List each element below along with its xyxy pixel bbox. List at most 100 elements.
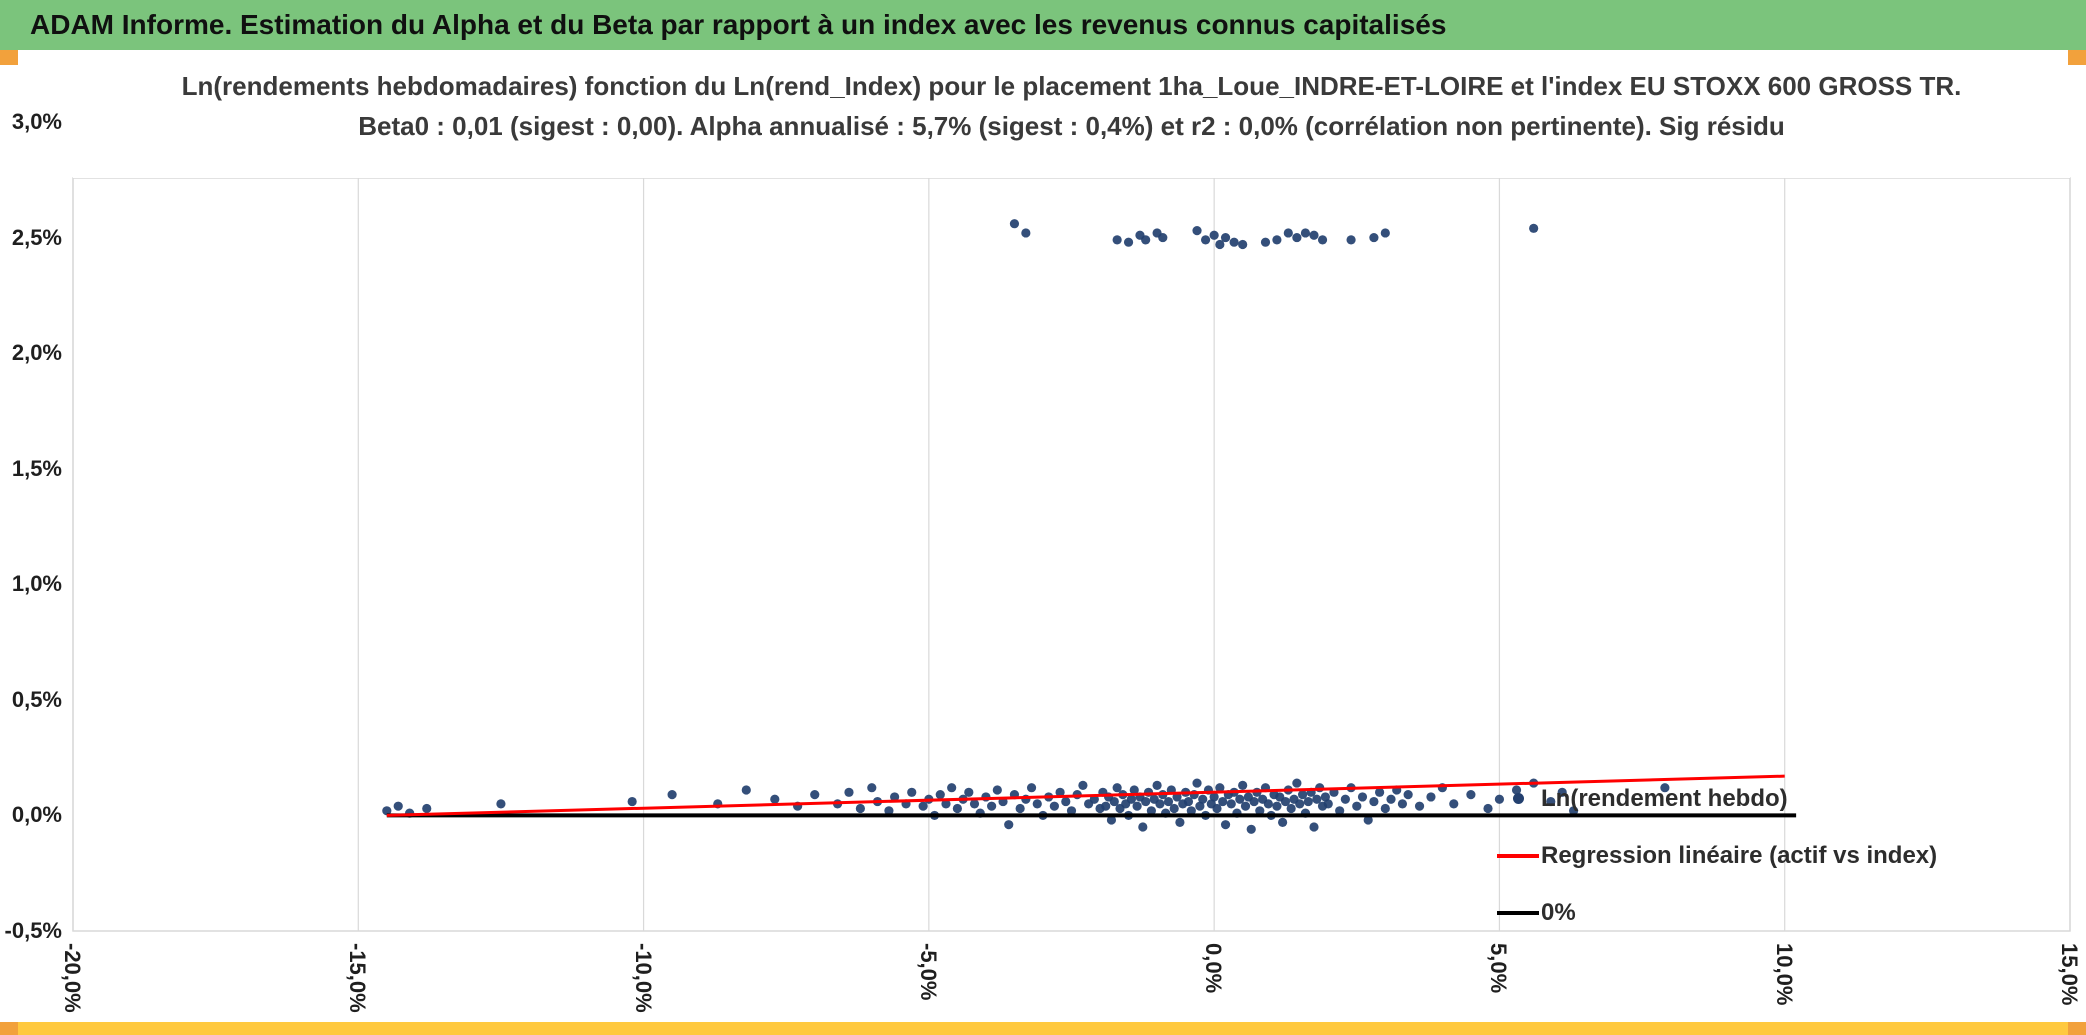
scatter-point	[1146, 806, 1156, 816]
scatter-point	[770, 794, 780, 804]
scatter-point	[1078, 780, 1088, 790]
scatter-point	[1209, 230, 1219, 240]
scatter-point	[1215, 783, 1225, 793]
scatter-point	[1260, 237, 1271, 247]
scatter-point	[1283, 228, 1293, 238]
scatter-point	[1126, 794, 1137, 804]
scatter-point	[1255, 806, 1265, 816]
scatter-point	[627, 796, 637, 807]
scatter-point	[1280, 796, 1291, 807]
scatter-point	[1357, 792, 1368, 802]
y-tick-label: 3,0%	[11, 109, 62, 134]
y-tick-label: 0,0%	[11, 802, 62, 828]
scatter-point	[1278, 817, 1288, 827]
scatter-point	[992, 785, 1002, 795]
scatter-point	[496, 799, 506, 809]
scatter-point	[1112, 235, 1122, 245]
chart-legend: Ln(rendement hebdo) Regression linéaire …	[1495, 770, 1937, 941]
legend-marker-box	[1495, 853, 1541, 858]
scatter-point	[1320, 792, 1331, 802]
x-tick-label: -10,0%	[630, 943, 656, 1013]
scatter-point	[1192, 226, 1202, 236]
legend-item-scatter: Ln(rendement hebdo)	[1495, 770, 1937, 827]
scatter-point	[1449, 799, 1459, 809]
scatter-point	[1238, 780, 1248, 790]
regression-line	[386, 774, 1785, 817]
scatter-point	[1272, 801, 1282, 811]
scatter-point	[1483, 803, 1493, 814]
scatter-point	[907, 787, 917, 797]
scatter-point	[952, 803, 962, 814]
legend-marker-1	[1497, 853, 1539, 858]
scatter-point	[1109, 796, 1119, 807]
scatter-point	[1183, 796, 1194, 807]
scatter-point	[1212, 803, 1222, 814]
scatter-point	[1272, 235, 1282, 245]
scatter-point	[1529, 223, 1539, 233]
scatter-point	[1249, 796, 1259, 807]
chart-title-block: Ln(rendements hebdomadaires) fonction du…	[73, 56, 2070, 178]
scatter-point	[884, 806, 894, 816]
scatter-point	[1200, 235, 1211, 245]
chart-canvas	[72, 177, 2071, 932]
x-tick-label: 5,0%	[1486, 943, 1512, 994]
scatter-point	[1397, 799, 1408, 809]
y-tick-label: 0,5%	[11, 686, 62, 712]
scatter-point	[1246, 824, 1256, 834]
scatter-point	[935, 790, 945, 800]
legend-item-regression: Regression linéaire (actif vs index)	[1495, 827, 1937, 884]
scatter-point	[890, 792, 900, 802]
scatter-point	[1123, 237, 1134, 247]
accent-square-bottom-right	[2068, 1022, 2086, 1035]
scatter-point	[1466, 790, 1476, 800]
scatter-point	[1309, 230, 1319, 240]
accent-square-bottom-left	[0, 1022, 18, 1035]
scatter-point	[1009, 219, 1020, 229]
x-tick-label: -20,0%	[60, 943, 85, 1013]
scatter-point	[1004, 820, 1014, 830]
scatter-point	[1317, 235, 1328, 245]
report-header: ADAM Informe. Estimation du Alpha et du …	[0, 0, 2086, 50]
scatter-point	[1660, 783, 1670, 793]
scatter-point	[810, 790, 820, 800]
legend-label-regression: Regression linéaire (actif vs index)	[1541, 841, 1938, 869]
scatter-point	[1235, 794, 1245, 804]
scatter-point	[1557, 787, 1567, 797]
scatter-point	[964, 787, 974, 797]
scatter-point	[1169, 803, 1179, 814]
scatter-point	[1323, 799, 1333, 809]
scatter-point	[1369, 796, 1379, 807]
scatter-point	[1569, 806, 1579, 816]
scatter-point	[741, 785, 751, 795]
y-tick-label: 2,5%	[11, 224, 62, 250]
scatter-point	[1158, 232, 1168, 243]
scatter-point	[1297, 790, 1308, 800]
scatter-point	[1303, 796, 1313, 807]
x-tick-label: 0,0%	[1201, 943, 1227, 994]
legend-item-zero: 0%	[1495, 884, 1937, 941]
scatter-point	[1295, 799, 1305, 809]
scatter-point	[987, 801, 997, 811]
scatter-point	[1209, 792, 1219, 802]
scatter-point	[1426, 792, 1436, 802]
scatter-point	[1511, 785, 1522, 795]
scatter-point	[1292, 232, 1302, 243]
scatter-point	[867, 783, 877, 793]
scatter-point	[1141, 235, 1151, 245]
scatter-point	[947, 783, 957, 793]
scatter-point	[1292, 778, 1302, 788]
scatter-point	[667, 790, 677, 800]
legend-marker-0	[1512, 793, 1524, 804]
accent-square-top-left	[0, 50, 18, 65]
scatter-point	[1546, 796, 1556, 807]
scatter-point	[844, 787, 854, 797]
report-title: ADAM Informe. Estimation du Alpha et du …	[30, 9, 1447, 40]
scatter-point	[1061, 796, 1071, 807]
scatter-point	[1369, 232, 1379, 243]
legend-label-scatter: Ln(rendement hebdo)	[1541, 784, 1788, 812]
scatter-point	[1186, 806, 1196, 816]
scatter-point	[1300, 228, 1311, 238]
accent-square-top-right	[2068, 50, 2086, 65]
x-tick-label: -5,0%	[915, 943, 941, 1001]
scatter-point	[1263, 799, 1273, 809]
